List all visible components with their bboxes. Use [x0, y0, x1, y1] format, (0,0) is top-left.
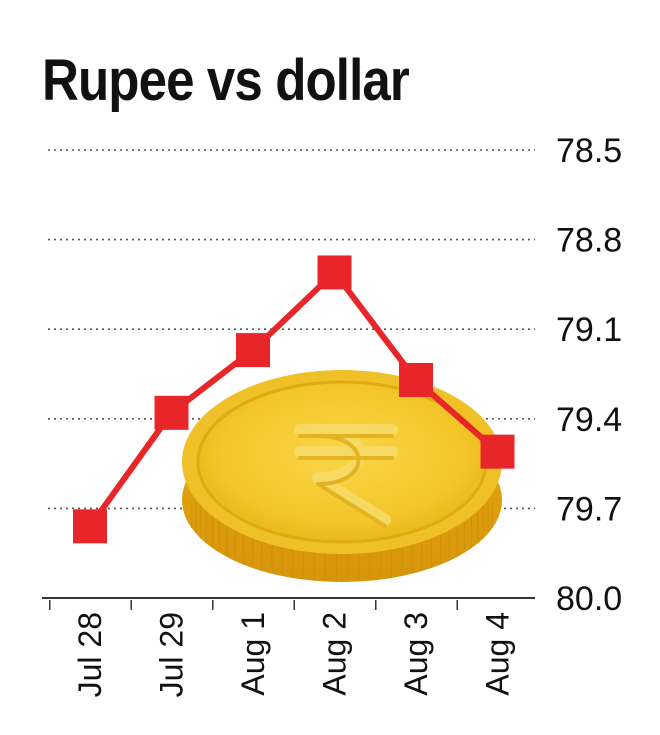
- x-tick-label: Jul 28: [72, 612, 108, 697]
- y-tick-label: 80.0: [556, 580, 622, 618]
- chart-title: Rupee vs dollar: [42, 48, 410, 113]
- rupee-coin-icon: [182, 370, 502, 582]
- data-point-aug-2: [317, 255, 352, 290]
- y-tick-label: 79.4: [556, 401, 622, 439]
- x-tick-label: Aug 3: [398, 612, 434, 696]
- data-point-jul-29: [154, 395, 189, 430]
- y-axis-ticks: 78.5 78.8 79.1 79.4 79.7 80.0: [556, 132, 622, 618]
- data-point-aug-4: [480, 434, 515, 469]
- x-tick-label: Aug 2: [317, 612, 353, 696]
- x-tick-label: Aug 1: [235, 612, 271, 696]
- x-axis: [42, 597, 535, 610]
- y-tick-label: 79.1: [556, 311, 622, 349]
- x-axis-ticks: Jul 28 Jul 29 Aug 1 Aug 2 Aug 3 Aug 4: [72, 612, 516, 697]
- y-tick-label: 79.7: [556, 490, 622, 528]
- y-tick-label: 78.8: [556, 222, 622, 260]
- y-tick-label: 78.5: [556, 132, 622, 170]
- series-line: [73, 255, 515, 544]
- x-tick-label: Aug 4: [480, 612, 516, 696]
- data-point-aug-1: [236, 333, 270, 368]
- data-point-aug-3: [399, 362, 433, 397]
- x-tick-label: Jul 29: [154, 612, 190, 697]
- data-point-jul-28: [73, 509, 107, 544]
